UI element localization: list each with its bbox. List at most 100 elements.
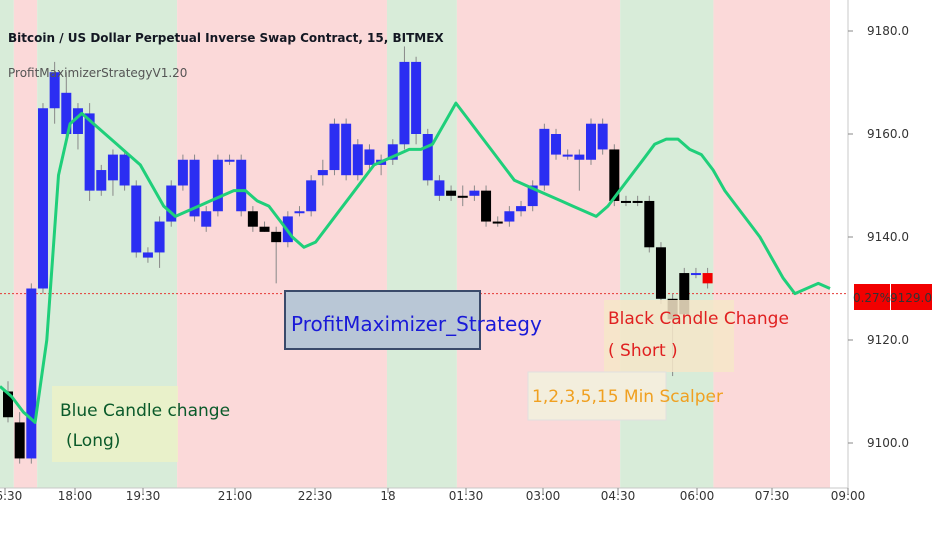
- zone-3: [177, 0, 387, 488]
- candle-body-45: [527, 185, 538, 207]
- candle-body-31: [364, 149, 375, 165]
- candle-body-22: [259, 226, 270, 232]
- y-tick-label-3: 9160.0: [867, 127, 909, 141]
- candle-body-15: [177, 159, 188, 186]
- candle-body-50: [586, 123, 596, 160]
- x-tick-label-1: 18:00: [58, 489, 93, 503]
- candle-body-9: [107, 154, 118, 181]
- candle-body-42: [492, 221, 503, 224]
- candle-body-14: [166, 185, 177, 222]
- candle-body-38: [446, 190, 457, 196]
- scalper-box: [527, 371, 667, 421]
- y-tick-label-1: 9120.0: [867, 333, 909, 347]
- candle-body-18: [212, 159, 223, 212]
- x-tick-label-2: 19:30: [126, 489, 161, 503]
- candle-body-39: [457, 195, 468, 198]
- candle-body-28: [329, 123, 340, 171]
- candle-body-58: [679, 273, 690, 315]
- candle-body-53: [620, 200, 631, 203]
- candle-bodies: [3, 61, 713, 459]
- x-tick-label-3: 21:00: [218, 489, 253, 503]
- black-label-box: [604, 300, 734, 372]
- candle-body-40: [469, 190, 480, 196]
- price-change-badge: [854, 284, 890, 310]
- candle-body-16: [189, 159, 200, 217]
- candle-body-12: [142, 252, 153, 258]
- candle-body-8: [96, 170, 107, 191]
- ema-line: [0, 101, 831, 424]
- zone-0: [0, 0, 14, 488]
- chart-title: Bitcoin / US Dollar Perpetual Inverse Sw…: [8, 31, 444, 45]
- candle-body-30: [352, 144, 363, 176]
- candle-body-10: [119, 154, 130, 186]
- candle-body-52: [609, 149, 620, 201]
- candle-body-7: [84, 113, 95, 191]
- candle-body-51: [597, 123, 608, 150]
- last-price-badge: [891, 284, 932, 310]
- zone-7: [713, 0, 830, 488]
- x-tick-label-6: 01:30: [449, 489, 484, 503]
- candle-body-36: [422, 134, 433, 181]
- black-label-line2: ( Short ): [608, 341, 678, 361]
- candle-body-21: [247, 211, 258, 227]
- candle-body-11: [131, 185, 142, 253]
- candle-body-1: [14, 422, 25, 459]
- blue-label-line2: (Long): [66, 431, 120, 451]
- blue-label-line1: Blue Candle change: [60, 401, 230, 421]
- x-tick-label-11: 09:00: [831, 489, 866, 503]
- candle-body-27: [317, 170, 328, 176]
- candle-body-29: [341, 123, 352, 176]
- candle-body-19: [224, 159, 235, 162]
- candle-body-0: [3, 391, 13, 418]
- last-price-label: 9129.0: [890, 291, 932, 305]
- candle-body-35: [411, 61, 422, 134]
- indicator-name: ProfitMaximizerStrategyV1.20: [8, 66, 187, 80]
- candle-body-41: [481, 190, 492, 222]
- x-axis-ticks: 16:30 18:00 19:30 21:00 22:30 18 01:30 03:00 04:…: [0, 488, 865, 503]
- x-tick-label-0: 16:30: [0, 489, 22, 503]
- candle-body-23: [271, 231, 282, 243]
- candle-body-25: [294, 211, 305, 214]
- candle-body-43: [504, 211, 515, 222]
- candle-body-44: [516, 206, 527, 212]
- x-tick-label-8: 04:30: [601, 489, 636, 503]
- x-tick-label-4: 22:30: [298, 489, 333, 503]
- x-tick-label-10: 07:30: [755, 489, 790, 503]
- candle-body-4: [49, 72, 60, 109]
- candle-body-48: [562, 154, 573, 157]
- candle-body-37: [434, 180, 445, 196]
- x-tick-label-9: 06:00: [680, 489, 715, 503]
- x-tick-label-7: 03:00: [526, 489, 561, 503]
- y-tick-label-4: 9180.0: [867, 24, 909, 38]
- candle-body-34: [399, 61, 410, 145]
- candle-body-33: [387, 144, 398, 160]
- candle-body-17: [201, 211, 212, 227]
- zone-4: [386, 0, 457, 488]
- black-label-line1: Black Candle Change: [608, 309, 789, 329]
- candle-body-3: [37, 108, 48, 289]
- candle-body-55: [644, 200, 655, 248]
- candle-body-6: [72, 108, 83, 134]
- candle-body-59: [690, 273, 701, 276]
- candle-body-13: [154, 221, 165, 253]
- strategy-box: [284, 290, 481, 350]
- y-axis-ticks: 9100.0 9120.0 9140.0 9160.0 9180.0: [848, 24, 909, 450]
- candle-body-26: [306, 180, 317, 212]
- candle-body-56: [655, 247, 666, 299]
- strategy-label: ProfitMaximizer_Strategy: [291, 312, 542, 336]
- candle-body-60: [702, 273, 713, 284]
- candle-body-47: [551, 134, 562, 155]
- y-tick-label-2: 9140.0: [867, 230, 909, 244]
- x-tick-label-5: 18: [380, 489, 395, 503]
- price-change-label: 0.27%: [853, 291, 891, 305]
- scalper-label: 1,2,3,5,15 Min Scalper: [532, 387, 723, 407]
- candle-body-5: [61, 92, 72, 134]
- candle-body-54: [632, 200, 643, 203]
- candle-body-49: [574, 154, 585, 160]
- y-tick-label-0: 9100.0: [867, 436, 909, 450]
- candle-body-2: [26, 288, 37, 459]
- candle-body-20: [236, 159, 247, 212]
- blue-label-box: [52, 386, 178, 462]
